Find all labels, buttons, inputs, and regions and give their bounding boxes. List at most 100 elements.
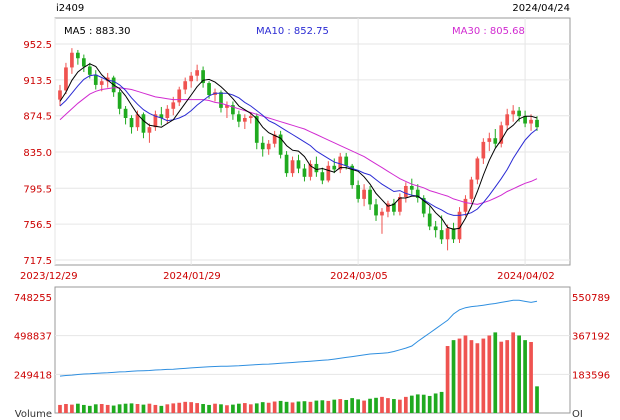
price-y-tick-label: 835.0	[23, 148, 52, 159]
candle	[392, 198, 396, 216]
volume-bar	[332, 399, 337, 413]
volume-bar	[99, 404, 104, 413]
candle-body	[64, 67, 68, 91]
volume-bar	[135, 404, 140, 413]
volume-bar	[499, 341, 504, 413]
volume-bar	[302, 401, 307, 413]
volume-bar	[517, 335, 521, 413]
candle	[58, 84, 62, 107]
candle-body	[70, 52, 74, 68]
candle	[374, 198, 378, 221]
candle	[338, 152, 343, 174]
candle	[296, 154, 301, 174]
candle	[237, 110, 241, 128]
volume-bar	[433, 393, 438, 413]
candle	[469, 176, 474, 203]
volume-bar	[64, 404, 68, 413]
volume-bar	[111, 405, 116, 413]
price-y-tick-label: 795.5	[23, 184, 52, 195]
candle	[475, 156, 480, 185]
candle	[451, 222, 456, 243]
candle	[445, 224, 450, 251]
volume-y-axis: 748255 498837 249418 Volume 550789 367192 1835…	[14, 293, 610, 420]
volume-bar	[374, 397, 378, 413]
candle	[141, 112, 146, 139]
candle-body	[99, 81, 104, 85]
price-x-tick-label: 2024/03/05	[330, 271, 388, 282]
volume-bar	[237, 403, 241, 413]
volume-bar	[457, 338, 462, 413]
candle-body	[529, 119, 533, 124]
candle-body	[535, 119, 539, 128]
candle	[213, 88, 217, 102]
volume-bar	[81, 404, 86, 413]
price-x-tick-label: 2023/12/29	[20, 271, 78, 282]
volume-bar	[481, 338, 486, 413]
volume-bar	[314, 400, 319, 413]
volume-bar	[368, 398, 372, 413]
candle-body	[314, 163, 319, 173]
candle	[231, 101, 235, 120]
volume-y-tick-label: 748255	[14, 293, 52, 304]
candle-body	[296, 160, 301, 169]
candle	[535, 116, 539, 131]
volume-bar	[350, 398, 355, 413]
candle-body	[272, 134, 277, 144]
volume-bar	[463, 335, 468, 413]
price-x-tick-label: 2024/04/02	[497, 271, 555, 282]
volume-bar	[403, 396, 408, 413]
candle	[308, 160, 313, 181]
candle-body	[183, 81, 188, 90]
candle-body	[177, 89, 182, 103]
volume-bar	[505, 340, 510, 413]
volume-bar	[153, 404, 158, 413]
volume-y-tick-label: 249418	[14, 370, 52, 381]
candle-body	[237, 114, 241, 122]
candle-body	[469, 179, 474, 199]
candle-body	[308, 163, 313, 177]
candle-body	[195, 70, 199, 76]
volume-bar	[409, 395, 414, 413]
candle-body	[386, 203, 390, 212]
candle	[266, 140, 271, 155]
candle-body	[225, 105, 229, 108]
candle-body	[505, 114, 510, 126]
volume-grid	[55, 335, 570, 375]
ma30-line	[59, 87, 538, 205]
candle	[278, 130, 283, 159]
volume-bar	[105, 404, 110, 413]
volume-bar	[165, 404, 170, 413]
candle	[427, 206, 432, 231]
candle-body	[374, 204, 378, 216]
candle-body	[165, 108, 170, 118]
volume-bar	[326, 400, 331, 413]
candle-body	[290, 160, 295, 174]
price-y-tick-label: 913.5	[23, 76, 52, 87]
volume-bar	[487, 335, 492, 413]
candle	[463, 195, 468, 217]
volume-bar	[195, 403, 199, 413]
candle	[529, 114, 533, 131]
candle-body	[135, 114, 140, 128]
volume-bar	[439, 391, 444, 413]
volume-bar	[219, 404, 223, 413]
volume-bar	[266, 402, 271, 413]
volume-bar	[529, 341, 533, 413]
volume-bar	[445, 346, 450, 413]
candle	[219, 90, 223, 113]
volume-bar	[493, 332, 498, 413]
candle-body	[123, 108, 128, 118]
candle	[511, 105, 516, 122]
volume-bar	[290, 402, 295, 413]
candle-body	[439, 230, 444, 240]
candle-body	[278, 134, 283, 155]
candle-body	[392, 203, 396, 212]
candle	[177, 86, 182, 107]
volume-bar	[415, 394, 420, 413]
volume-bar	[242, 403, 247, 413]
volume-panel-frame	[54, 286, 571, 414]
volume-bar	[147, 403, 152, 413]
candle	[201, 66, 205, 88]
volume-bars	[58, 332, 539, 413]
candle	[386, 200, 390, 218]
